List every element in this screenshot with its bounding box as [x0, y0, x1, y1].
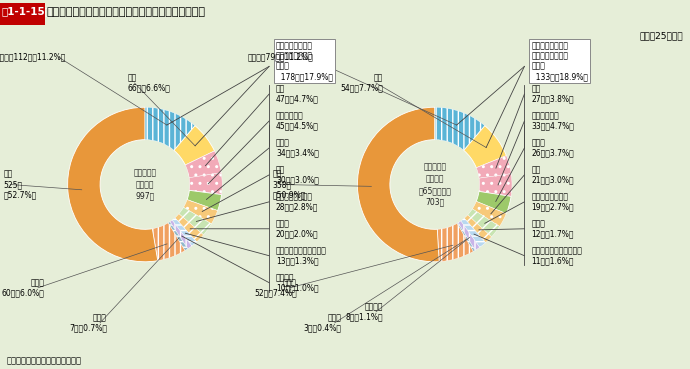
Text: 衣類
54人（7.7%）: 衣類 54人（7.7%）: [340, 73, 383, 93]
Text: （備考）「火災報告」により作成: （備考）「火災報告」により作成: [7, 356, 82, 365]
Text: 天ぷら油
8人（1.1%）: 天ぷら油 8人（1.1%）: [345, 302, 383, 321]
Wedge shape: [473, 201, 506, 227]
Wedge shape: [437, 223, 473, 262]
Text: （平成25年中）: （平成25年中）: [640, 31, 683, 40]
Wedge shape: [175, 214, 204, 242]
Text: ガス類
3人（0.4%）: ガス類 3人（0.4%）: [304, 313, 342, 332]
Text: 住宅火災に
よる死者
997人: 住宅火災に よる死者 997人: [133, 168, 157, 201]
Wedge shape: [168, 222, 188, 251]
Wedge shape: [152, 223, 185, 261]
Text: 屑類
27人（3.8%）: 屑類 27人（3.8%）: [531, 85, 574, 104]
Wedge shape: [187, 190, 221, 211]
Text: 家具類
12人（1.7%）: 家具類 12人（1.7%）: [531, 219, 574, 238]
Text: 住宅火災の着火物別死者数（放火自殺者等を除く。）: 住宅火災の着火物別死者数（放火自殺者等を除く。）: [47, 7, 206, 17]
Wedge shape: [186, 151, 221, 178]
Wedge shape: [476, 156, 511, 178]
Wedge shape: [172, 218, 197, 246]
Wedge shape: [461, 218, 486, 247]
Wedge shape: [179, 207, 211, 235]
Wedge shape: [170, 220, 192, 249]
Text: 繊維類
26人（3.7%）: 繊維類 26人（3.7%）: [531, 138, 574, 158]
Text: 内装・建具類
33人（4.7%）: 内装・建具類 33人（4.7%）: [531, 111, 574, 131]
Text: 紙類
21人（3.0%）: 紙類 21人（3.0%）: [531, 165, 574, 184]
Wedge shape: [435, 107, 485, 151]
Text: 住宅火災に
よる死者
（65歳以上）
703人: 住宅火災に よる死者 （65歳以上） 703人: [418, 162, 451, 207]
Text: 繊維類
34人（3.4%）: 繊維類 34人（3.4%）: [276, 138, 319, 158]
Text: ガソリン・灯油類
28人（2.8%）: ガソリン・灯油類 28人（2.8%）: [276, 192, 318, 211]
Wedge shape: [184, 200, 217, 224]
Wedge shape: [457, 223, 475, 251]
Wedge shape: [464, 215, 491, 243]
Text: 不明
525人
（52.7%）: 不明 525人 （52.7%）: [3, 170, 37, 199]
Wedge shape: [458, 221, 480, 251]
Text: ガス類
7人（0.7%）: ガス類 7人（0.7%）: [69, 313, 107, 332]
Text: 寝具類　79人（11.2%）: 寝具類 79人（11.2%）: [248, 53, 314, 62]
Text: カーテン・じゅうたん類
11人（1.6%）: カーテン・じゅうたん類 11人（1.6%）: [531, 246, 582, 265]
Wedge shape: [145, 107, 195, 151]
Text: 第1-1-15図: 第1-1-15図: [1, 7, 51, 17]
Wedge shape: [189, 173, 222, 194]
Text: その他
60人（6.0%）: その他 60人（6.0%）: [2, 278, 45, 297]
Text: 衣類
66人（6.6%）: 衣類 66人（6.6%）: [128, 73, 170, 93]
FancyBboxPatch shape: [0, 3, 45, 24]
Wedge shape: [357, 107, 440, 262]
Text: 天ぷら油
10人（1.0%）: 天ぷら油 10人（1.0%）: [276, 273, 319, 292]
Text: カーテン・じゅうたん類
13人（1.3%）: カーテン・じゅうたん類 13人（1.3%）: [276, 246, 327, 265]
Wedge shape: [68, 107, 158, 262]
Text: 寝具類及び衣類に
着火した火災によ
る死者
  178人（17.9%）: 寝具類及び衣類に 着火した火災によ る死者 178人（17.9%）: [276, 41, 333, 81]
Text: 寝具類及び衣類に
着火した火災によ
る死者
  133人（18.9%）: 寝具類及び衣類に 着火した火災によ る死者 133人（18.9%）: [531, 41, 589, 81]
Text: 内装・建具類
45人（4.5%）: 内装・建具類 45人（4.5%）: [276, 111, 319, 131]
Text: その他
52人（7.4%）: その他 52人（7.4%）: [254, 278, 297, 297]
Text: 寝具類　112人（11.2%）: 寝具類 112人（11.2%）: [0, 53, 66, 62]
Wedge shape: [464, 126, 506, 168]
Text: 紙類
30人（3.0%）: 紙類 30人（3.0%）: [276, 165, 319, 184]
Text: 屑類
47人（4.7%）: 屑類 47人（4.7%）: [276, 85, 319, 104]
Wedge shape: [468, 209, 500, 237]
Wedge shape: [476, 192, 511, 214]
Wedge shape: [174, 126, 215, 165]
Text: 家具類
20人（2.0%）: 家具類 20人（2.0%）: [276, 219, 319, 238]
Text: ガソリン・灯油類
19人（2.7%）: ガソリン・灯油類 19人（2.7%）: [531, 192, 574, 211]
Wedge shape: [479, 174, 512, 196]
Text: 不明
358人
（50.9%）: 不明 358人 （50.9%）: [273, 170, 306, 199]
